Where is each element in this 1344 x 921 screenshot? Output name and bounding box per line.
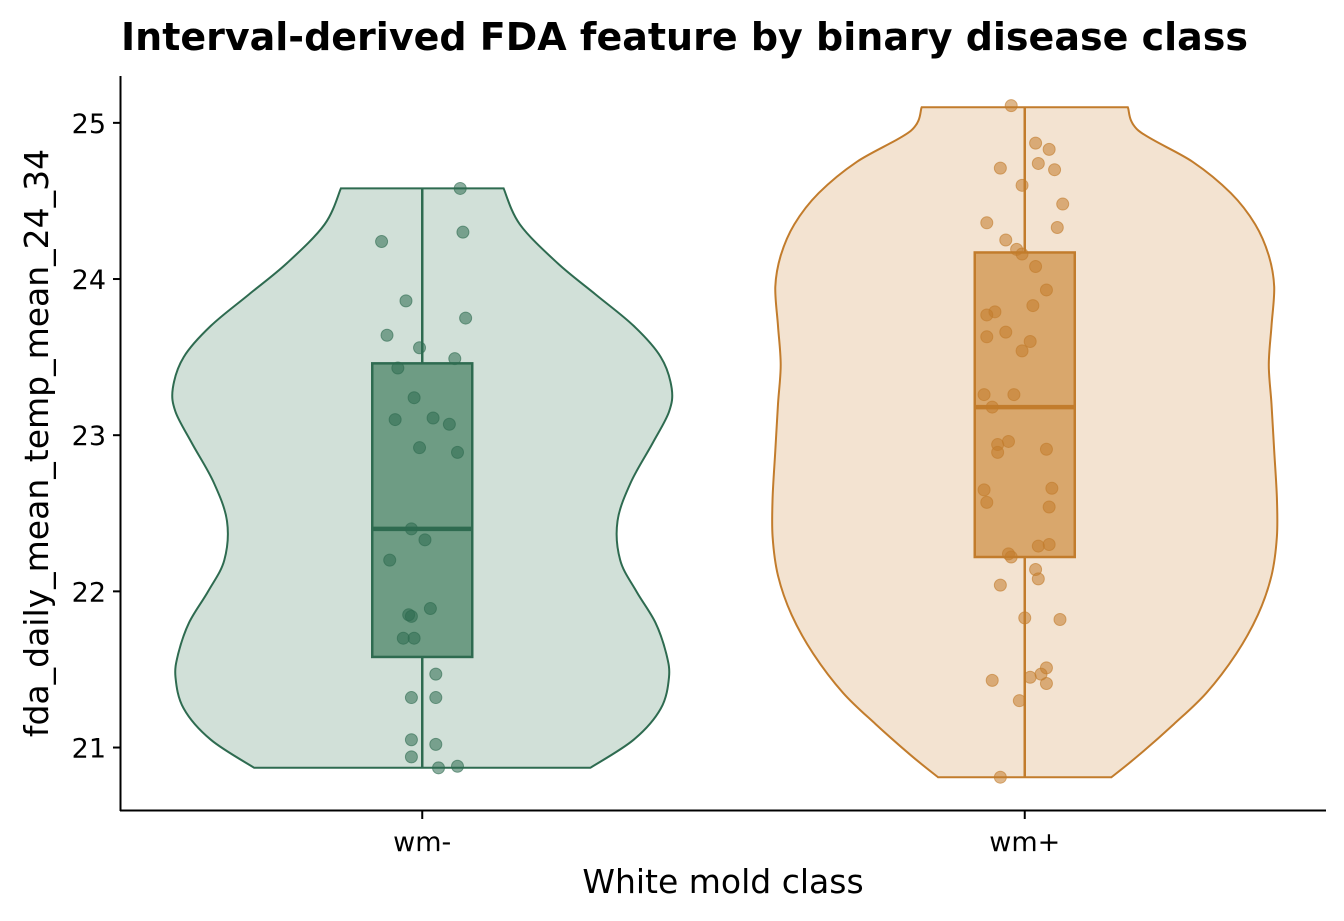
data-point <box>1015 178 1029 192</box>
data-point <box>1031 572 1045 586</box>
data-point <box>413 341 427 355</box>
data-point <box>429 691 443 705</box>
data-point <box>413 441 427 455</box>
data-point <box>1023 670 1037 684</box>
data-point <box>375 235 389 249</box>
data-point <box>448 352 462 366</box>
data-point <box>383 553 397 567</box>
y-tick-label: 22 <box>72 577 106 608</box>
x-tick-label: wm- <box>393 827 451 858</box>
data-point <box>1039 442 1053 456</box>
data-point <box>977 483 991 497</box>
data-point <box>423 602 437 616</box>
data-point <box>980 330 994 344</box>
x-axis-label: White mold class <box>582 862 863 901</box>
data-point <box>426 411 440 425</box>
data-point <box>1045 481 1059 495</box>
box-wm- <box>371 362 474 659</box>
data-point <box>1053 612 1067 626</box>
data-point <box>1042 500 1056 514</box>
data-point <box>980 495 994 509</box>
data-point <box>1023 334 1037 348</box>
data-point <box>450 759 464 773</box>
data-point <box>980 216 994 230</box>
y-tick-label: 23 <box>72 421 106 452</box>
data-point <box>999 325 1013 339</box>
data-point <box>985 400 999 414</box>
data-point <box>391 361 405 375</box>
data-point <box>1031 539 1045 553</box>
data-point <box>407 391 421 405</box>
data-point <box>985 673 999 687</box>
data-point <box>1029 260 1043 274</box>
violin-group-1 <box>171 181 674 775</box>
data-point <box>980 308 994 322</box>
y-tick-label: 21 <box>72 734 106 765</box>
data-point <box>429 667 443 681</box>
y-axis-ticks: 21 22 23 24 25 <box>72 109 121 765</box>
data-point <box>1029 136 1043 150</box>
data-point <box>459 311 473 325</box>
y-tick-label: 25 <box>72 109 106 140</box>
data-point <box>404 733 418 747</box>
data-point <box>1018 611 1032 625</box>
data-point <box>999 233 1013 247</box>
data-point <box>429 737 443 751</box>
data-point <box>450 445 464 459</box>
data-point <box>1012 694 1026 708</box>
data-point <box>1015 247 1029 261</box>
data-point <box>1048 163 1062 177</box>
data-point <box>1042 538 1056 552</box>
data-point <box>399 294 413 308</box>
plot-area <box>171 99 1279 784</box>
data-point <box>1042 142 1056 156</box>
x-tick-label: wm+ <box>989 827 1060 858</box>
data-point <box>993 578 1007 592</box>
data-point <box>453 181 467 195</box>
data-point <box>1001 434 1015 448</box>
data-point <box>456 225 470 239</box>
data-point <box>1015 344 1029 358</box>
data-point <box>1031 156 1045 170</box>
data-point <box>432 761 446 775</box>
data-point <box>380 328 394 342</box>
data-point <box>993 161 1007 175</box>
data-point <box>1050 220 1064 234</box>
data-point <box>1004 550 1018 564</box>
data-point <box>993 770 1007 784</box>
y-tick-label: 24 <box>72 265 106 296</box>
data-point <box>407 631 421 645</box>
data-point <box>404 522 418 536</box>
data-point <box>1039 677 1053 691</box>
data-point <box>442 417 456 431</box>
data-point <box>396 631 410 645</box>
chart-title: Interval-derived FDA feature by binary d… <box>121 15 1248 59</box>
data-point <box>388 413 402 427</box>
data-point <box>1004 99 1018 113</box>
data-point <box>1007 388 1021 402</box>
x-axis-ticks: wm-wm+ <box>393 811 1060 858</box>
data-point <box>1056 197 1070 211</box>
violin-group-2 <box>771 99 1279 784</box>
data-point <box>1039 283 1053 297</box>
data-point <box>977 388 991 402</box>
data-point <box>404 750 418 764</box>
data-point <box>1026 299 1040 313</box>
data-point <box>991 445 1005 459</box>
data-point <box>418 533 432 547</box>
data-point <box>404 609 418 623</box>
data-point <box>404 691 418 705</box>
y-axis-label: fda_daily_mean_temp_mean_24_34 <box>17 149 56 737</box>
